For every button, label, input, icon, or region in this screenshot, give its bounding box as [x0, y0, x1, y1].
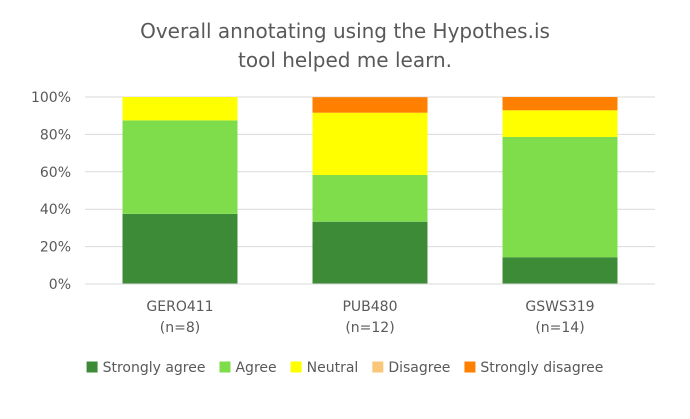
legend-label: Agree [235, 360, 276, 376]
y-tick-label: 100% [31, 90, 71, 106]
y-tick-label: 0% [49, 277, 71, 293]
bar-segment-strongly-disagree-gsws319 [502, 97, 618, 111]
legend-swatch-strongly-disagree [464, 361, 476, 373]
legend-swatch-neutral [290, 361, 302, 373]
bar-segment-agree-gero411 [122, 120, 238, 214]
legend-swatch-strongly-agree [86, 361, 98, 373]
x-category-n-label: (n=12) [345, 320, 394, 336]
y-tick-label: 60% [40, 165, 71, 181]
chart-title: Overall annotating using the Hypothes.is… [140, 19, 550, 72]
bar-segment-strongly-disagree-pub480 [312, 97, 428, 113]
legend-swatch-disagree [372, 361, 384, 373]
y-tick-label: 40% [40, 202, 71, 218]
y-tick-label: 80% [40, 127, 71, 143]
legend-label: Strongly disagree [480, 360, 603, 376]
legend: Strongly agree Agree Neutral Disagree Strong… [86, 360, 603, 376]
chart-title-line-2: tool helped me learn. [238, 48, 452, 72]
legend-label: Strongly agree [103, 360, 206, 376]
bar-segment-neutral-gero411 [122, 97, 238, 121]
bar-segment-agree-gsws319 [502, 137, 618, 258]
bar-segment-neutral-gsws319 [502, 110, 618, 138]
x-category-n-label: (n=14) [535, 320, 584, 336]
bar-segment-strongly-agree-gsws319 [502, 257, 618, 284]
x-category-label: GSWS319 [525, 299, 594, 315]
x-category-n-label: (n=8) [160, 320, 200, 336]
bar-segment-neutral-pub480 [312, 112, 428, 175]
x-category-label: GERO411 [146, 299, 213, 315]
y-tick-label: 20% [40, 240, 71, 256]
x-category-label: PUB480 [342, 299, 397, 315]
bar-segment-agree-pub480 [312, 174, 428, 222]
chart-title-line-1: Overall annotating using the Hypothes.is [140, 19, 550, 43]
x-axis-category-labels: GERO411 (n=8) PUB480 (n=12) GSWS319 (n=14) [146, 299, 594, 336]
bar-segment-strongly-agree-pub480 [312, 221, 428, 284]
bar-segment-strongly-agree-gero411 [122, 213, 238, 284]
y-axis-tick-labels: 0% 20% 40% 60% 80% 100% [31, 90, 71, 293]
legend-label: Neutral [307, 360, 359, 376]
bars [122, 97, 618, 284]
legend-label: Disagree [388, 360, 450, 376]
legend-swatch-agree [219, 361, 231, 373]
